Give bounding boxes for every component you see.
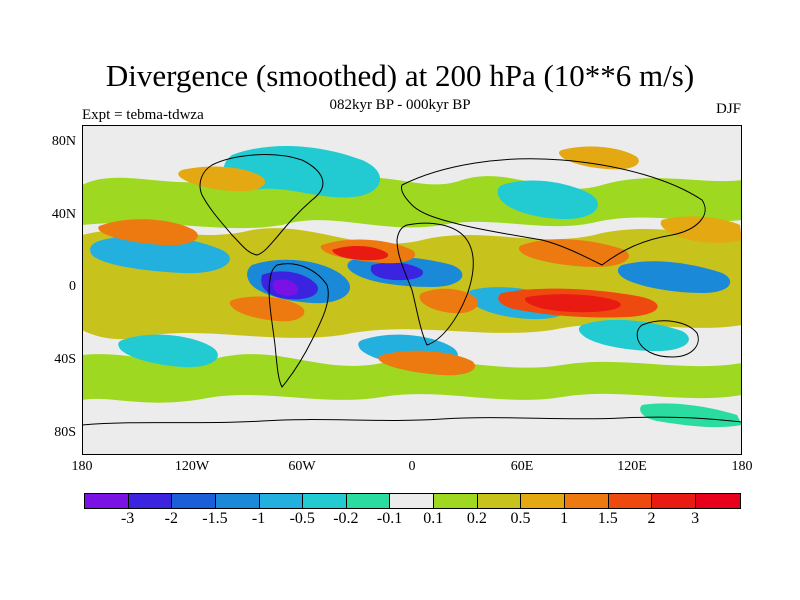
field-patch: [497, 180, 598, 220]
field-patch: [82, 354, 742, 403]
map-frame: [82, 125, 742, 455]
divergence-field: [82, 145, 742, 428]
coastline-north-america: [199, 154, 324, 256]
lat-tick-label: 0: [69, 279, 76, 294]
lon-tick-label: 60E: [510, 459, 534, 474]
field-patch: [272, 279, 299, 296]
field-patch: [640, 403, 742, 428]
colorbar-swatch: [434, 494, 478, 508]
lon-tick-label: 60W: [288, 459, 316, 474]
field-patch: [98, 219, 198, 246]
colorbar-label: -0.2: [333, 510, 359, 527]
field-patch: [617, 261, 731, 293]
colorbar-swatch: [390, 494, 435, 508]
coastlines: [81, 154, 743, 426]
coastline-antarctica: [81, 416, 743, 426]
season-label: DJF: [715, 101, 741, 117]
lat-tick-label: 40S: [54, 352, 76, 367]
coastline-south-america: [268, 263, 329, 388]
lat-tick-label: 80S: [54, 425, 76, 440]
map-panel: [81, 125, 743, 455]
field-patch: [229, 296, 305, 322]
colorbar-swatch: [477, 494, 522, 508]
plot-subtitle: 082kyr BP - 000kyr BP: [329, 97, 471, 113]
colorbar-label: -1.5: [202, 510, 228, 527]
field-patch: [332, 246, 389, 261]
colorbar-label: 0.5: [510, 510, 531, 527]
colorbar-swatch: [172, 494, 216, 508]
colorbar-label: -2: [164, 510, 178, 527]
field-patch: [370, 262, 423, 281]
field-patch: [90, 235, 230, 274]
experiment-label: Expt = tebma-tdwza: [82, 107, 204, 123]
colorbar-label: -0.5: [289, 510, 315, 527]
colorbar-label: 3: [691, 510, 700, 527]
colorbar-label: -3: [120, 510, 135, 527]
field-patch: [660, 216, 742, 243]
colorbar-label: -0.1: [376, 510, 403, 527]
colorbar-swatch: [695, 494, 740, 508]
colorbar-label: 0.1: [423, 510, 444, 527]
colorbar-swatch: [652, 494, 696, 508]
field-patch: [558, 146, 639, 170]
coastline-australia: [636, 320, 699, 358]
colorbar-swatch: [128, 494, 173, 508]
lon-tick-label: 180: [71, 459, 93, 474]
lon-tick-label: 120W: [174, 459, 210, 474]
colorbar-swatch: [565, 494, 609, 508]
coastline-africa: [396, 222, 474, 346]
plot-title: Divergence (smoothed) at 200 hPa (10**6 …: [105, 58, 695, 93]
colorbar-swatch: [85, 494, 129, 508]
divergence-map: [81, 125, 743, 455]
colorbar: [84, 493, 741, 509]
field-patch: [378, 350, 476, 376]
lat-tick-label: 80N: [51, 134, 76, 149]
field-patch: [524, 294, 621, 313]
colorbar-swatch: [215, 494, 260, 508]
colorbar-swatch: [521, 494, 566, 508]
field-patch: [419, 288, 479, 314]
coastline-eurasia: [401, 158, 706, 266]
colorbar-swatch: [608, 494, 653, 508]
colorbar-label: 0.2: [466, 510, 487, 527]
lon-tick-label: 0: [408, 459, 416, 474]
colorbar-label: 1.5: [597, 510, 618, 527]
field-patch: [518, 239, 629, 267]
lon-tick-label: 180: [731, 459, 753, 474]
lon-tick-label: 120E: [617, 459, 647, 474]
field-patch: [578, 319, 689, 351]
field-patch: [118, 334, 218, 368]
colorbar-swatch: [259, 494, 304, 508]
colorbar-label: -1: [251, 510, 266, 527]
colorbar-swatch: [303, 494, 347, 508]
colorbar-label: 1: [560, 510, 569, 527]
colorbar-swatch: [346, 494, 391, 508]
lat-tick-label: 40N: [51, 207, 76, 222]
colorbar-label: 2: [647, 510, 656, 527]
